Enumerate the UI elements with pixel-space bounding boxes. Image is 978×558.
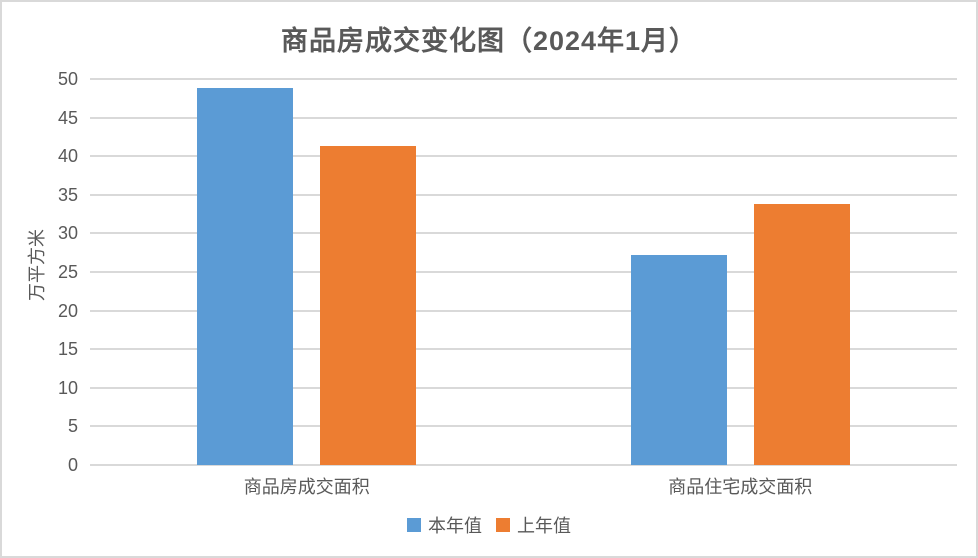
gridline-y-15 — [90, 348, 957, 351]
legend-label-current-year: 本年值 — [428, 516, 482, 536]
gridline-y-5 — [90, 425, 957, 428]
bar-商品房成交面积-上年值 — [320, 146, 417, 465]
gridline-y-45 — [90, 116, 957, 119]
x-category-label-2: 商品住宅成交面积 — [668, 477, 813, 497]
y-tick-label-50: 50 — [57, 69, 78, 89]
gridline-y-25 — [90, 271, 957, 273]
gridline-y-20 — [90, 309, 957, 312]
legend-item-previous-year: 上年值 — [496, 512, 571, 538]
bar-商品住宅成交面积-本年值 — [630, 255, 727, 465]
gridline-y-40 — [90, 155, 957, 158]
y-tick-label-10: 10 — [57, 377, 78, 398]
legend-label-previous-year: 上年值 — [517, 516, 571, 536]
bar-商品住宅成交面积-上年值 — [753, 204, 850, 465]
x-axis: 商品房成交面积 商品住宅成交面积 — [90, 473, 957, 497]
legend-swatch-previous-year — [496, 518, 510, 532]
x-category-label-1: 商品房成交面积 — [243, 477, 370, 497]
bar-商品房成交面积-本年值 — [197, 88, 294, 465]
y-tick-label-40: 40 — [57, 146, 78, 167]
chart-title: 商品房成交变化图（2024年1月） — [280, 26, 698, 56]
gridline-y-35 — [90, 193, 957, 196]
y-axis: 0 5 10 15 20 25 30 35 40 45 50 — [2, 69, 78, 475]
y-tick-label-25: 25 — [57, 262, 78, 282]
gridline-y-0 — [90, 464, 957, 466]
y-tick-label-0: 0 — [67, 455, 78, 475]
y-tick-label-45: 45 — [57, 107, 78, 128]
legend-item-current-year: 本年值 — [407, 512, 482, 538]
legend: 本年值 上年值 — [2, 512, 976, 538]
gridline-y-10 — [90, 386, 957, 389]
plot-area — [90, 78, 957, 466]
gridline-y-50 — [90, 78, 957, 80]
y-tick-label-20: 20 — [57, 300, 78, 321]
y-tick-label-15: 15 — [57, 339, 78, 360]
y-tick-label-5: 5 — [67, 416, 78, 437]
y-tick-label-30: 30 — [57, 223, 78, 244]
legend-swatch-current-year — [407, 518, 421, 532]
y-tick-label-35: 35 — [57, 184, 78, 205]
gridline-y-30 — [90, 232, 957, 235]
